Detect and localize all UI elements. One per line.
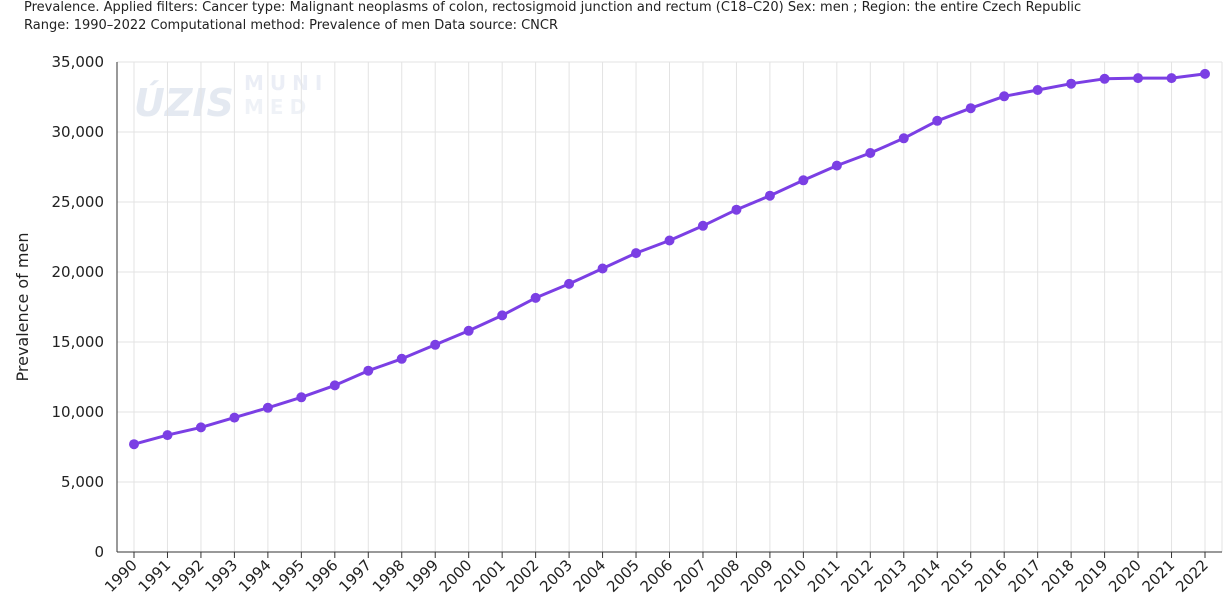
data-point [195,422,206,433]
chart-subtitle-range: Range: 1990–2022 Computational method: P… [24,18,559,33]
data-point [731,204,742,215]
data-point [865,148,876,158]
data-point [129,439,139,450]
x-tick-label: 2007 [670,556,710,596]
data-point [1200,68,1210,79]
data-point [1099,73,1110,84]
x-tick-label: 2000 [436,556,476,596]
data-point [162,430,173,441]
data-point [530,292,541,303]
data-point [798,175,809,186]
x-tick-label: 2008 [704,556,744,596]
x-tick-label: 1990 [101,556,141,596]
x-tick-label: 2021 [1139,556,1179,596]
y-tick-label: 15,000 [52,333,105,351]
y-tick-label: 20,000 [52,263,105,281]
y-tick-label: 5,000 [61,473,104,491]
data-point [497,310,508,321]
x-tick-label: 2004 [570,556,610,596]
x-tick-label: 2003 [536,556,576,596]
y-tick-label: 25,000 [52,193,105,211]
x-axis-ticks: 1990199119921993199419951996199719981999… [101,552,1212,596]
series-prevalence [129,68,1210,450]
data-point [329,380,340,391]
x-tick-label: 2017 [1005,556,1045,596]
x-tick-label: 2010 [770,556,810,596]
data-point [229,412,240,423]
x-tick-label: 2011 [804,556,844,596]
data-point [764,190,775,201]
data-point [597,263,608,274]
x-tick-label: 1999 [402,556,442,596]
data-point [296,392,307,403]
data-point [1066,78,1077,89]
x-tick-label: 2022 [1172,556,1212,596]
data-point [697,220,708,231]
x-tick-label: 2015 [938,556,978,596]
data-point [363,365,374,376]
y-axis-title: Prevalence of men [13,233,32,382]
x-tick-label: 1992 [168,556,208,596]
x-tick-label: 2019 [1072,556,1112,596]
x-tick-label: 1993 [202,556,242,596]
data-point [932,115,943,126]
x-tick-label: 2009 [737,556,777,596]
y-tick-label: 10,000 [52,403,105,421]
chart-subtitle-filters: Prevalence. Applied filters: Cancer type… [24,0,1082,15]
data-point [999,91,1010,102]
x-tick-label: 2014 [904,556,944,596]
x-tick-label: 1996 [302,556,342,596]
x-tick-label: 1995 [268,556,308,596]
data-point [463,325,474,336]
data-point [631,248,642,259]
data-point [564,278,575,289]
x-tick-label: 2013 [871,556,911,596]
x-tick-label: 2016 [971,556,1011,596]
x-tick-label: 2006 [637,556,677,596]
data-point [430,339,441,350]
data-point [1166,73,1177,84]
x-tick-label: 2020 [1105,556,1145,596]
data-point [1133,73,1144,84]
x-tick-label: 2005 [603,556,643,596]
y-tick-label: 30,000 [52,123,105,141]
med-logo-text: MED [244,95,312,119]
data-point [262,402,273,413]
x-tick-label: 2012 [837,556,877,596]
muni-logo-text: MUNI [244,71,328,95]
x-tick-label: 1997 [335,556,375,596]
data-point [396,353,407,364]
y-tick-label: 0 [94,543,104,561]
data-point [965,103,976,114]
y-axis-ticks: 0 5,000 10,000 15,000 20,000 25,000 30,000 35,0… [52,53,105,561]
data-point [898,133,909,144]
x-tick-label: 1994 [235,556,275,596]
grid-lines [117,61,1223,552]
y-tick-label: 35,000 [52,53,105,71]
x-tick-label: 1998 [369,556,409,596]
x-tick-label: 2018 [1038,556,1078,596]
watermark-logos: ÚZIS MUNI MED [134,71,328,125]
x-tick-label: 2001 [469,556,509,596]
uzis-logo-text: ÚZIS [134,81,234,125]
data-point [664,235,675,246]
x-tick-label: 1991 [135,556,175,596]
data-point [831,160,842,171]
data-point [1032,85,1043,95]
x-tick-label: 2002 [503,556,543,596]
